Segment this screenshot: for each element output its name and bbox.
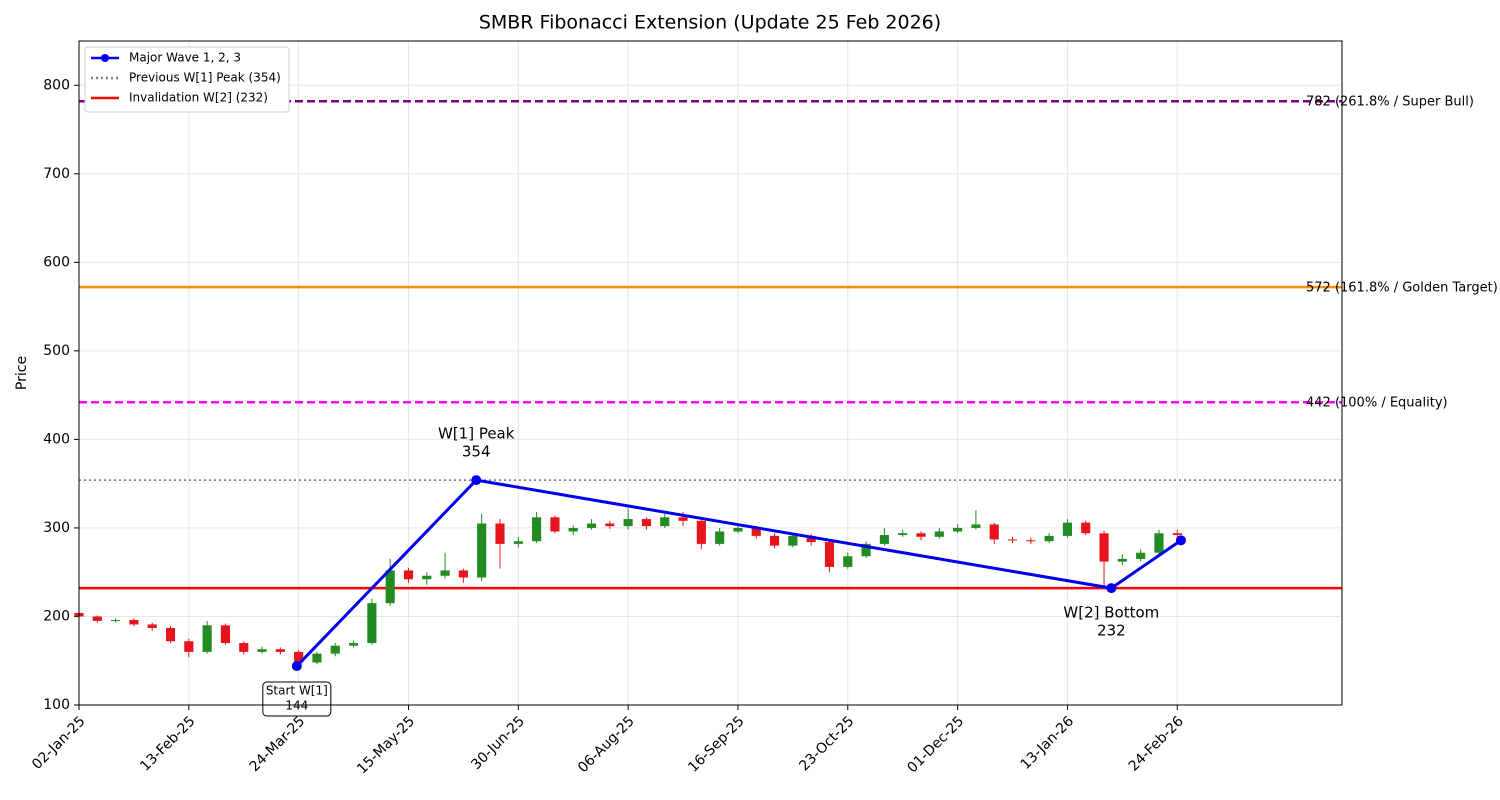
legend-label: Previous W[1] Peak (354): [129, 71, 281, 85]
annotation-value: 144: [285, 699, 308, 713]
legend-label: Invalidation W[2] (232): [129, 91, 268, 105]
candle-body: [147, 624, 157, 628]
annotation-box: [262, 681, 332, 717]
level-label: 572 (161.8% / Golden Target): [1306, 281, 1498, 296]
candle-body: [605, 523, 615, 527]
candle-body: [1044, 535, 1054, 542]
annotation-label: W[2] Bottom: [1063, 604, 1159, 622]
candle-body: [1117, 558, 1127, 562]
annotation-label: Start W[1]: [266, 684, 328, 698]
annotation-value: 232: [1097, 622, 1126, 640]
candle-body: [1007, 539, 1018, 541]
candle-body: [678, 517, 688, 521]
y-tick-label: 800: [43, 77, 70, 93]
chart-title: SMBR Fibonacci Extension (Update 25 Feb …: [479, 12, 941, 34]
candle-body: [733, 527, 743, 532]
wave-line: [295, 478, 1182, 668]
y-tick-label: 100: [43, 697, 70, 713]
candle-body: [953, 527, 963, 532]
candle-body: [532, 517, 542, 542]
plot-frame: [78, 40, 1343, 706]
candle-body: [239, 643, 249, 652]
candle-body: [129, 620, 139, 625]
candle-body: [1081, 522, 1091, 534]
candle-body: [916, 533, 926, 537]
candle-body: [111, 620, 121, 622]
candle-body: [165, 627, 176, 642]
candle-body: [788, 535, 798, 546]
candle-body: [1026, 540, 1036, 542]
y-axis-label: Price: [14, 356, 30, 390]
candle-body: [1154, 533, 1164, 553]
candle-body: [220, 625, 231, 644]
candle-body: [861, 543, 871, 557]
candle-body: [879, 535, 889, 544]
candle-body: [184, 641, 194, 652]
candle-body: [769, 535, 780, 546]
candle-body: [403, 570, 414, 580]
wave-point: [291, 661, 302, 672]
candle-body: [824, 542, 835, 567]
candle-body: [715, 531, 725, 544]
legend-box: [84, 46, 290, 113]
candle-body: [898, 533, 908, 536]
candle-body: [330, 645, 340, 654]
candle-body: [806, 535, 816, 543]
candle-body: [1136, 552, 1146, 559]
candle-body: [257, 649, 267, 652]
candle-body: [294, 651, 304, 663]
candle-body: [348, 643, 359, 646]
y-tick-label: 700: [43, 166, 70, 182]
candle-body: [367, 603, 377, 644]
legend-marker: [101, 54, 109, 62]
candle-body: [971, 524, 981, 528]
y-tick-label: 500: [43, 343, 70, 359]
y-tick-label: 200: [43, 608, 70, 624]
candle-body: [586, 523, 597, 528]
candle-body: [1172, 533, 1182, 536]
wave-point: [1175, 535, 1186, 546]
candle-body: [623, 519, 633, 527]
candle-body: [934, 531, 944, 537]
candle-body: [477, 523, 487, 578]
candle-body: [495, 523, 505, 544]
candle-body: [513, 541, 523, 544]
candle-body: [660, 517, 670, 527]
candle-body: [312, 653, 322, 663]
candle-body: [1099, 533, 1109, 562]
candle-body: [751, 527, 761, 536]
candle-body: [550, 517, 560, 532]
wave-point: [471, 475, 482, 486]
y-tick-label: 300: [43, 520, 70, 536]
candle-body: [202, 625, 212, 652]
level-label: 442 (100% / Equality): [1306, 396, 1448, 411]
candle-body: [843, 556, 853, 567]
candle-body: [440, 570, 450, 576]
candle-body: [275, 649, 285, 652]
candle-body: [422, 575, 432, 580]
candle-body: [696, 520, 706, 544]
candle-body: [1062, 522, 1073, 536]
candle-body: [458, 570, 468, 578]
candle-body: [989, 524, 999, 540]
y-tick-label: 400: [43, 431, 70, 447]
wave-point: [1106, 583, 1117, 594]
candle-body: [92, 616, 102, 621]
candle-body: [641, 519, 652, 527]
annotation-value: 354: [462, 443, 491, 461]
legend-label: Major Wave 1, 2, 3: [129, 51, 241, 65]
candle-body: [568, 527, 578, 532]
level-label: 782 (261.8% / Super Bull): [1306, 95, 1474, 110]
y-tick-label: 600: [43, 254, 70, 270]
annotation-label: W[1] Peak: [438, 425, 515, 443]
candle-body: [385, 570, 395, 604]
